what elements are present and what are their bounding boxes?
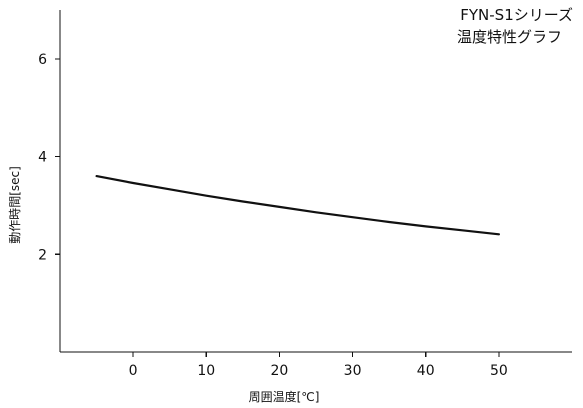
chart-title-line-1: FYN-S1シリーズ: [460, 6, 573, 24]
x-axis-title: 周囲温度[℃]: [249, 389, 320, 404]
y-axis-title: 動作時間[sec]: [8, 166, 22, 244]
x-tick-label-40: 40: [417, 363, 435, 379]
series-line-0: [95, 175, 500, 236]
chart-title-line-2: 温度特性グラフ: [457, 28, 562, 46]
axis-ticks: 0 10 20 30 40 50 2 4 6: [38, 52, 508, 379]
x-tick-label-10: 10: [197, 363, 215, 379]
y-tick-label-6: 6: [38, 52, 47, 68]
x-tick-label-20: 20: [271, 363, 289, 379]
x-tick-label-50: 50: [490, 363, 508, 379]
y-tick-label-2: 2: [38, 247, 47, 263]
series-group: [95, 175, 500, 236]
y-tick-label-4: 4: [38, 150, 47, 166]
x-tick-label-30: 30: [344, 363, 362, 379]
x-tick-label-0: 0: [129, 363, 138, 379]
